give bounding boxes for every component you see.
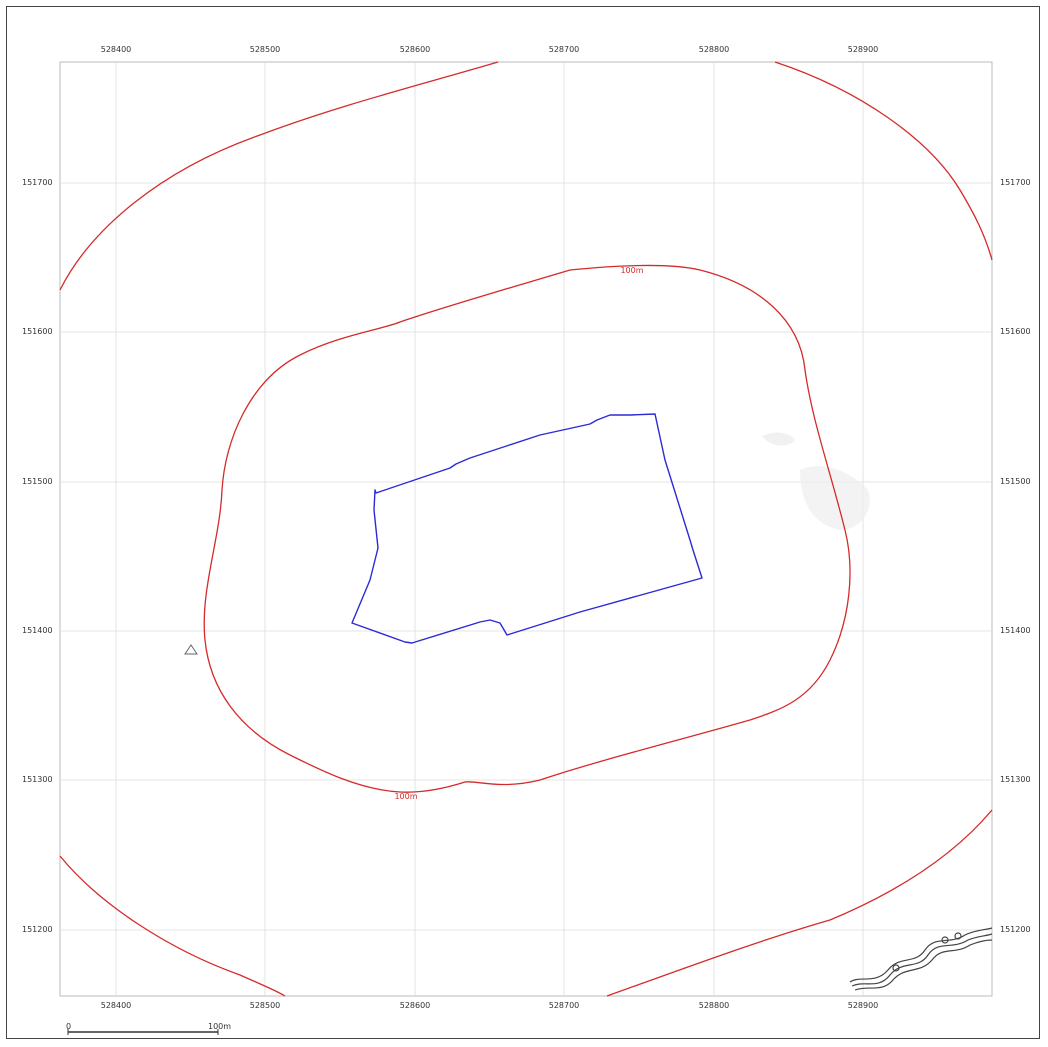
northing-label-left: 151200 <box>22 925 53 934</box>
outer-buffer-top-right <box>774 61 993 261</box>
outer-buffer-bottom-left <box>59 855 286 997</box>
easting-label-top: 528600 <box>399 45 431 54</box>
easting-label-bottom: 528800 <box>698 1001 730 1010</box>
inner-buffer-100m <box>203 264 851 793</box>
easting-label-bottom: 528500 <box>249 1001 281 1010</box>
scale-bar: 0 100m <box>60 1020 232 1038</box>
triangle-marker-icon <box>184 644 198 655</box>
easting-label-bottom: 528700 <box>548 1001 580 1010</box>
scale-bar-graphic <box>67 1029 219 1035</box>
scale-start-label: 0 <box>66 1022 72 1031</box>
easting-label-bottom: 528600 <box>399 1001 431 1010</box>
outer-buffer-top-left <box>59 61 499 291</box>
northing-label-right: 151200 <box>1000 925 1031 934</box>
northing-label-right: 151500 <box>1000 477 1031 486</box>
northing-label-right: 151700 <box>1000 178 1031 187</box>
northing-label-right: 151600 <box>1000 327 1031 336</box>
easting-label-top: 528900 <box>847 45 879 54</box>
easting-label-bottom: 528400 <box>100 1001 132 1010</box>
site-boundary[interactable] <box>351 413 703 644</box>
grid-lines <box>60 62 992 996</box>
northing-label-right: 151400 <box>1000 626 1031 635</box>
shaded-area-small <box>762 432 795 446</box>
northing-label-left: 151500 <box>22 477 53 486</box>
map-frame <box>6 6 1040 1039</box>
outer-buffer-bottom-right <box>606 809 993 997</box>
easting-label-top: 528700 <box>548 45 580 54</box>
northing-label-left: 151300 <box>22 775 53 784</box>
northing-label-left: 151400 <box>22 626 53 635</box>
scale-end-label: 100m <box>208 1022 232 1031</box>
northing-label-right: 151300 <box>1000 775 1031 784</box>
easting-label-top: 528800 <box>698 45 730 54</box>
shaded-area <box>800 466 870 530</box>
buffer-label-top: 100m <box>620 266 643 275</box>
easting-label-bottom: 528900 <box>847 1001 879 1010</box>
easting-label-top: 528400 <box>100 45 132 54</box>
northing-label-left: 151600 <box>22 327 53 336</box>
map-extent <box>59 61 993 997</box>
buffer-label-bottom: 100m <box>394 792 417 801</box>
background-features <box>762 432 870 530</box>
river-feature <box>849 927 993 991</box>
northing-label-left: 151700 <box>22 178 53 187</box>
easting-label-top: 528500 <box>249 45 281 54</box>
